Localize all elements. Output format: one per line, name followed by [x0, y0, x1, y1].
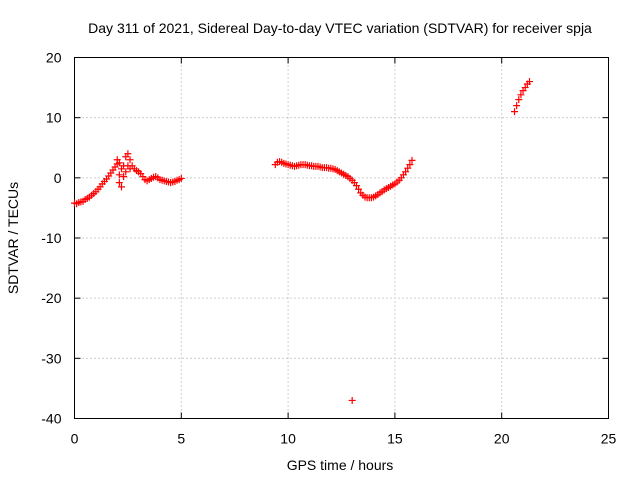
data-point [115, 171, 123, 179]
x-axis-label: GPS time / hours [287, 457, 394, 473]
y-axis-label: SDTVAR / TECUs [5, 182, 21, 294]
x-tick-label: 0 [71, 431, 79, 447]
x-tick-label: 25 [601, 431, 617, 447]
data-point [406, 161, 414, 169]
data-point [124, 150, 132, 158]
y-tick-label: -30 [41, 350, 61, 366]
data-point [408, 156, 416, 164]
data-point [122, 168, 130, 176]
data-point [117, 183, 125, 191]
y-tick-label: -40 [41, 411, 61, 427]
data-point [402, 168, 410, 176]
y-tick-label: -10 [41, 230, 61, 246]
x-tick-label: 20 [494, 431, 510, 447]
data-point [525, 78, 533, 86]
y-tick-label: 0 [54, 170, 62, 186]
y-tick-label: -20 [41, 290, 61, 306]
y-tick-labels: -40 -30 -20 -10 0 10 20 [41, 50, 61, 427]
x-tick-label: 5 [177, 431, 185, 447]
y-tick-label: 20 [46, 50, 62, 66]
data-point [352, 182, 360, 190]
x-tick-labels: 0 5 10 15 20 25 [71, 431, 617, 447]
grid-lines [74, 57, 609, 419]
chart-title: Day 311 of 2021, Sidereal Day-to-day VTE… [88, 20, 592, 36]
data-point [513, 102, 521, 110]
data-point [115, 179, 123, 187]
data-point [515, 96, 523, 104]
x-tick-label: 15 [387, 431, 403, 447]
data-point [126, 156, 134, 164]
plot-frame [74, 57, 609, 419]
data-point [521, 84, 529, 92]
data-point [177, 174, 185, 182]
y-tick-label: 10 [46, 110, 62, 126]
data-point [517, 91, 525, 99]
data-point [115, 159, 123, 167]
data-point [120, 173, 128, 181]
data-point [404, 164, 412, 172]
data-points [71, 78, 533, 404]
data-point [348, 396, 356, 404]
x-tick-label: 10 [280, 431, 296, 447]
data-point [355, 185, 363, 193]
data-point [511, 108, 519, 116]
